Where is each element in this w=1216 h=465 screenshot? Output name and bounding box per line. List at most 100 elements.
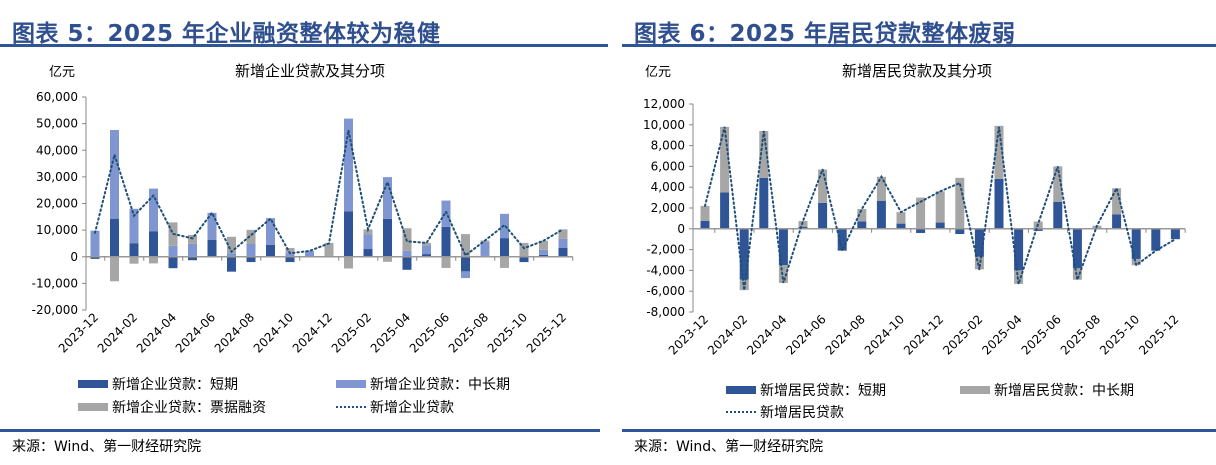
bar-short-2024-01 (110, 218, 119, 257)
bar-short-2024-08 (857, 221, 867, 229)
bar-mid-2025-07 (461, 271, 470, 279)
x-tick-label: 2024-10 (251, 310, 296, 355)
bar-short-2024-09 (876, 200, 886, 229)
bar-bill-2024-10 (285, 247, 295, 254)
legend-swatch (726, 411, 756, 413)
x-tick-label: 2025-08 (1058, 312, 1103, 357)
bar-short-2024-04 (168, 256, 178, 269)
bar-mid-2024-12 (935, 191, 945, 223)
bar-short-2025-05 (422, 254, 431, 257)
bar-bill-2024-02 (129, 256, 139, 264)
bar-short-2024-12 (935, 222, 945, 229)
enterprise-loan-chart: 新增企业贷款及其分项 亿元 -20,000 -10,000 0 10,000 20,000 3… (32, 62, 574, 356)
y-tick-label: 8,000 (651, 139, 685, 153)
bar-mid-2024-01 (110, 130, 119, 219)
bar-short-2024-06 (207, 239, 217, 257)
bar-short-2025-03 (383, 218, 392, 257)
bar-mid-2025-10 (1131, 258, 1141, 266)
bar-short-2024-09 (266, 244, 275, 257)
y-tick-label: 12,000 (643, 97, 685, 111)
bar-short-2025-11 (539, 254, 548, 257)
y-axis-unit: 亿元 (49, 65, 75, 80)
title-divider (0, 44, 608, 47)
bar-short-2025-02 (363, 249, 373, 257)
legend-label: 新增居民贷款：短期 (760, 383, 886, 399)
x-tick-label: 2025-10 (1097, 312, 1142, 357)
bar-short-2025-11 (1151, 228, 1161, 251)
bar-short-2025-03 (994, 178, 1004, 229)
y-axis-unit: 亿元 (645, 65, 671, 80)
bar-mid-2024-11 (916, 197, 926, 229)
bar-short-2024-07 (837, 228, 847, 251)
chart-title: 新增居民贷款及其分项 (842, 62, 992, 80)
y-tick-label: -20,000 (32, 303, 78, 317)
bar-bill-2025-06 (441, 256, 451, 268)
bar-bill-2025-05 (422, 242, 431, 246)
legend-item-mid: 新增居民贷款：中长期 (960, 380, 1134, 400)
bar-short-2024-05 (798, 226, 808, 229)
source-note: 来源：Wind、第一财经研究院 (634, 439, 824, 455)
bar-short-2025-05 (1033, 228, 1043, 231)
bar-mid-2024-01 (720, 126, 730, 193)
bar-short-2025-01 (955, 228, 965, 234)
bar-short-2024-06 (818, 202, 828, 229)
legend-item-short: 新增居民贷款：短期 (726, 380, 886, 400)
bar-short-2024-04 (778, 228, 788, 266)
legend-item-total: 新增企业贷款 (336, 397, 454, 417)
total-line (94, 130, 564, 257)
bar-mid-2025-03 (994, 125, 1004, 179)
bar-mid-2024-08 (857, 209, 867, 222)
x-tick-label: 2024-04 (744, 312, 789, 357)
x-tick-label: 2024-08 (823, 312, 868, 357)
x-tick-label: 2024-10 (862, 312, 907, 357)
source-note: 来源：Wind、第一财经研究院 (12, 439, 202, 455)
left-panel: 图表 5：2025 年企业融资整体较为稳健 新增企业贷款及其分项 亿元 -20,00… (0, 21, 608, 455)
bar-mid-2024-09 (876, 176, 886, 201)
figure-title: 图表 6：2025 年居民贷款整体疲弱 (634, 21, 1016, 47)
bar-bill-2024-03 (149, 256, 158, 264)
y-tick-label: 60,000 (36, 90, 78, 104)
bar-mid-2025-06 (1053, 166, 1063, 202)
bar-mid-2025-08 (480, 242, 490, 256)
x-tick-label: 2024-02 (95, 310, 140, 355)
bar-mid-2024-02 (129, 208, 139, 244)
y-tick-label: 50,000 (36, 117, 78, 131)
bar-bill-2025-03 (383, 256, 392, 262)
bar-mid-2024-04 (168, 245, 178, 257)
bar-mid-2025-04 (402, 250, 412, 257)
footer-divider (622, 429, 1216, 432)
bar-short-2025-10 (519, 256, 529, 263)
bar-mid-2023-12 (700, 205, 710, 221)
bar-mid-2024-05 (188, 243, 197, 257)
bar-short-2025-06 (441, 226, 451, 257)
x-tick-label: 2024-02 (705, 312, 750, 357)
legend-swatch (960, 386, 990, 394)
x-tick-label: 2025-06 (1019, 312, 1064, 357)
bar-mid-2024-11 (305, 250, 314, 257)
bar-mid-2025-03 (383, 177, 392, 219)
bar-bill-2025-01 (344, 256, 353, 269)
x-tick-label: 2023-12 (56, 310, 101, 355)
chart-title: 新增企业贷款及其分项 (235, 62, 385, 80)
legend-swatch (336, 380, 366, 388)
y-tick-label: 20,000 (36, 197, 78, 211)
bar-mid-2025-02 (974, 256, 984, 270)
legend-item-total: 新增居民贷款 (726, 402, 844, 422)
bar-short-2024-02 (739, 228, 749, 280)
x-tick-label: 2024-04 (134, 310, 179, 355)
bar-bill-2025-12 (558, 229, 568, 239)
bar-mid-2023-12 (90, 230, 100, 257)
bar-short-2025-02 (974, 228, 984, 257)
bar-mid-2024-10 (896, 212, 906, 224)
bar-bill-2025-10 (519, 242, 529, 257)
bar-short-2025-06 (1053, 201, 1063, 229)
bar-mid-2025-01 (344, 118, 353, 212)
y-tick-label: 0 (70, 250, 78, 264)
y-tick-label: 4,000 (651, 180, 685, 194)
legend-label: 新增居民贷款 (760, 405, 844, 421)
legend-item-mid: 新增企业贷款：中长期 (336, 374, 510, 394)
x-tick-label: 2025-12 (524, 310, 569, 355)
y-tick-label: 2,000 (651, 201, 685, 215)
bar-short-2024-07 (227, 256, 236, 272)
legend-item-bill: 新增企业贷款：票据融资 (78, 397, 266, 417)
